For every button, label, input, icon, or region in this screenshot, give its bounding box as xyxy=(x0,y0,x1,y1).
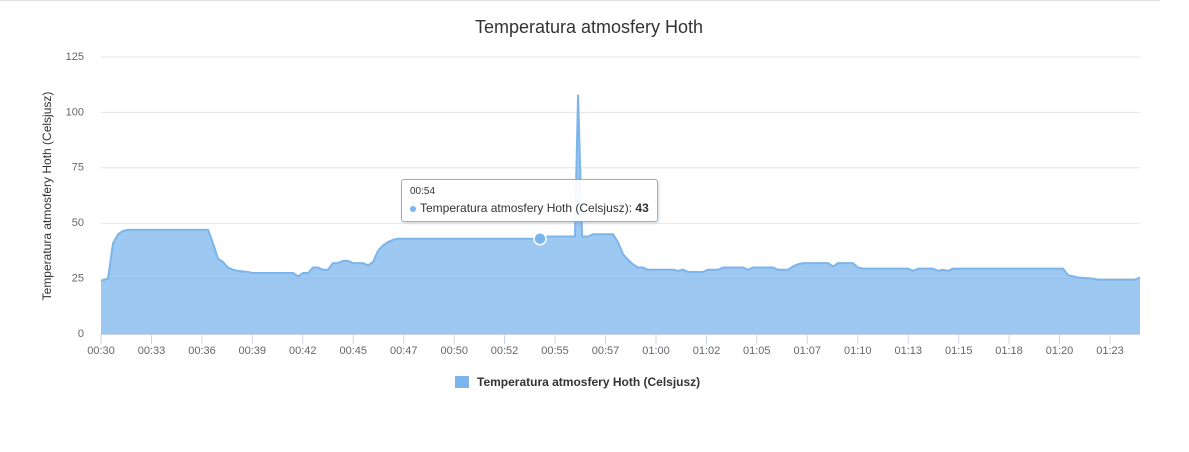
tooltip-series-name: Temperatura atmosfery Hoth (Celsjusz) xyxy=(420,201,635,215)
y-tick-label: 25 xyxy=(72,273,84,285)
hover-marker xyxy=(533,231,547,246)
x-tick-label: 01:02 xyxy=(693,345,721,357)
tooltip-value: 43 xyxy=(635,200,649,215)
tooltip: 00:54 Temperatura atmosfery Hoth (Celsju… xyxy=(401,178,658,222)
x-tick-label: 01:20 xyxy=(1046,345,1074,357)
area-fill xyxy=(101,94,1140,334)
x-tick-label: 01:15 xyxy=(945,345,973,357)
x-tick-label: 00:36 xyxy=(188,345,216,357)
y-tick-label: 50 xyxy=(72,217,84,229)
x-tick-label: 01:23 xyxy=(1096,345,1124,357)
x-tick-label: 01:13 xyxy=(894,345,922,357)
tooltip-dot xyxy=(410,205,416,212)
x-tick-label: 00:42 xyxy=(289,345,317,357)
x-tick-label: 00:52 xyxy=(491,345,519,357)
y-tick-label: 0 xyxy=(78,328,84,340)
x-tick-label: 01:18 xyxy=(995,345,1023,357)
y-tick-label: 125 xyxy=(66,51,84,63)
area-line xyxy=(100,94,1141,282)
x-tick-label: 00:30 xyxy=(87,345,115,357)
x-tick-label: 00:50 xyxy=(440,345,468,357)
x-tick-label: 00:55 xyxy=(541,345,569,357)
y-axis-title: Temperatura atmosfery Hoth (Celsjusz) xyxy=(40,92,54,301)
x-tick-label: 00:47 xyxy=(390,345,418,357)
chart-title: Temperatura atmosfery Hoth xyxy=(475,17,703,37)
legend-text: Temperatura atmosfery Hoth (Celsjusz) xyxy=(477,375,700,389)
x-tick-label: 01:10 xyxy=(844,345,872,357)
y-tick-label: 100 xyxy=(66,106,84,118)
x-tick-label: 00:33 xyxy=(138,345,166,357)
tooltip-row: Temperatura atmosfery Hoth (Celsjusz)43 xyxy=(410,201,649,215)
x-tick-label: 01:05 xyxy=(743,345,771,357)
y-tick-label: 75 xyxy=(72,162,84,174)
x-tick-label: 00:39 xyxy=(239,345,267,357)
x-tick-label: 01:00 xyxy=(642,345,670,357)
x-tick-label: 00:45 xyxy=(339,345,367,357)
tooltip-header: 00:54 xyxy=(410,185,436,197)
x-tick-label: 00:57 xyxy=(592,345,620,357)
x-tick-label: 01:07 xyxy=(793,345,821,357)
legend-swatch xyxy=(455,376,469,388)
